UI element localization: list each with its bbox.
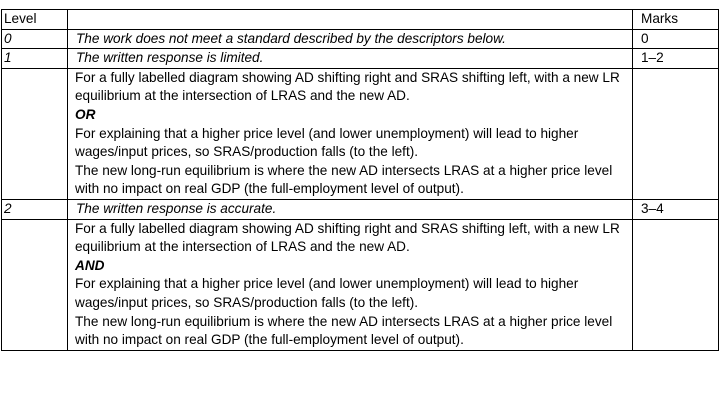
level-0-row: 0 The work does not meet a standard desc… xyxy=(1,28,719,50)
level-0-value: 0 xyxy=(1,28,68,50)
level-0-marks: 0 xyxy=(632,28,719,50)
level-1-detail-row: For a fully labelled diagram showing AD … xyxy=(1,67,719,200)
level-2-detail: For a fully labelled diagram showing AD … xyxy=(67,218,633,351)
level-0-descriptor: The work does not meet a standard descri… xyxy=(67,28,633,50)
descriptor-header xyxy=(67,9,633,30)
level-1-row: 1 The written response is limited. 1–2 xyxy=(1,48,719,69)
level-2-detail-marks-spacer xyxy=(632,218,719,351)
level-header: Level xyxy=(1,9,68,30)
level-1-detail-marks-spacer xyxy=(632,67,719,200)
level-1-explanation-criterion: For explaining that a higher price level… xyxy=(75,125,579,160)
level-2-explanation-criterion: For explaining that a higher price level… xyxy=(75,276,579,310)
level-2-detail-row: For a fully labelled diagram showing AD … xyxy=(1,218,719,351)
level-1-value: 1 xyxy=(1,48,68,69)
level-2-diagram-criterion: For a fully labelled diagram showing AD … xyxy=(75,220,620,255)
level-2-connector: AND xyxy=(75,257,105,273)
markscheme-table: Level Marks 0 The work does not meet a s… xyxy=(1,9,719,351)
level-1-detail-spacer xyxy=(1,67,68,200)
level-1-diagram-criterion: For a fully labelled diagram showing AD … xyxy=(75,69,620,104)
level-1-connector: OR xyxy=(75,106,96,122)
header-row: Level Marks xyxy=(1,9,719,30)
level-2-descriptor: The written response is accurate. xyxy=(67,198,633,220)
level-2-marks: 3–4 xyxy=(632,198,719,220)
level-1-descriptor: The written response is limited. xyxy=(67,48,633,69)
level-2-equilibrium-criterion: The new long-run equilibrium is where th… xyxy=(75,313,613,348)
level-1-marks: 1–2 xyxy=(632,48,719,69)
level-1-equilibrium-criterion: The new long-run equilibrium is where th… xyxy=(75,162,613,197)
level-2-detail-spacer xyxy=(1,218,68,351)
level-1-detail: For a fully labelled diagram showing AD … xyxy=(67,67,633,200)
level-2-value: 2 xyxy=(1,198,68,220)
marks-header: Marks xyxy=(632,9,719,30)
level-2-row: 2 The written response is accurate. 3–4 xyxy=(1,198,719,220)
